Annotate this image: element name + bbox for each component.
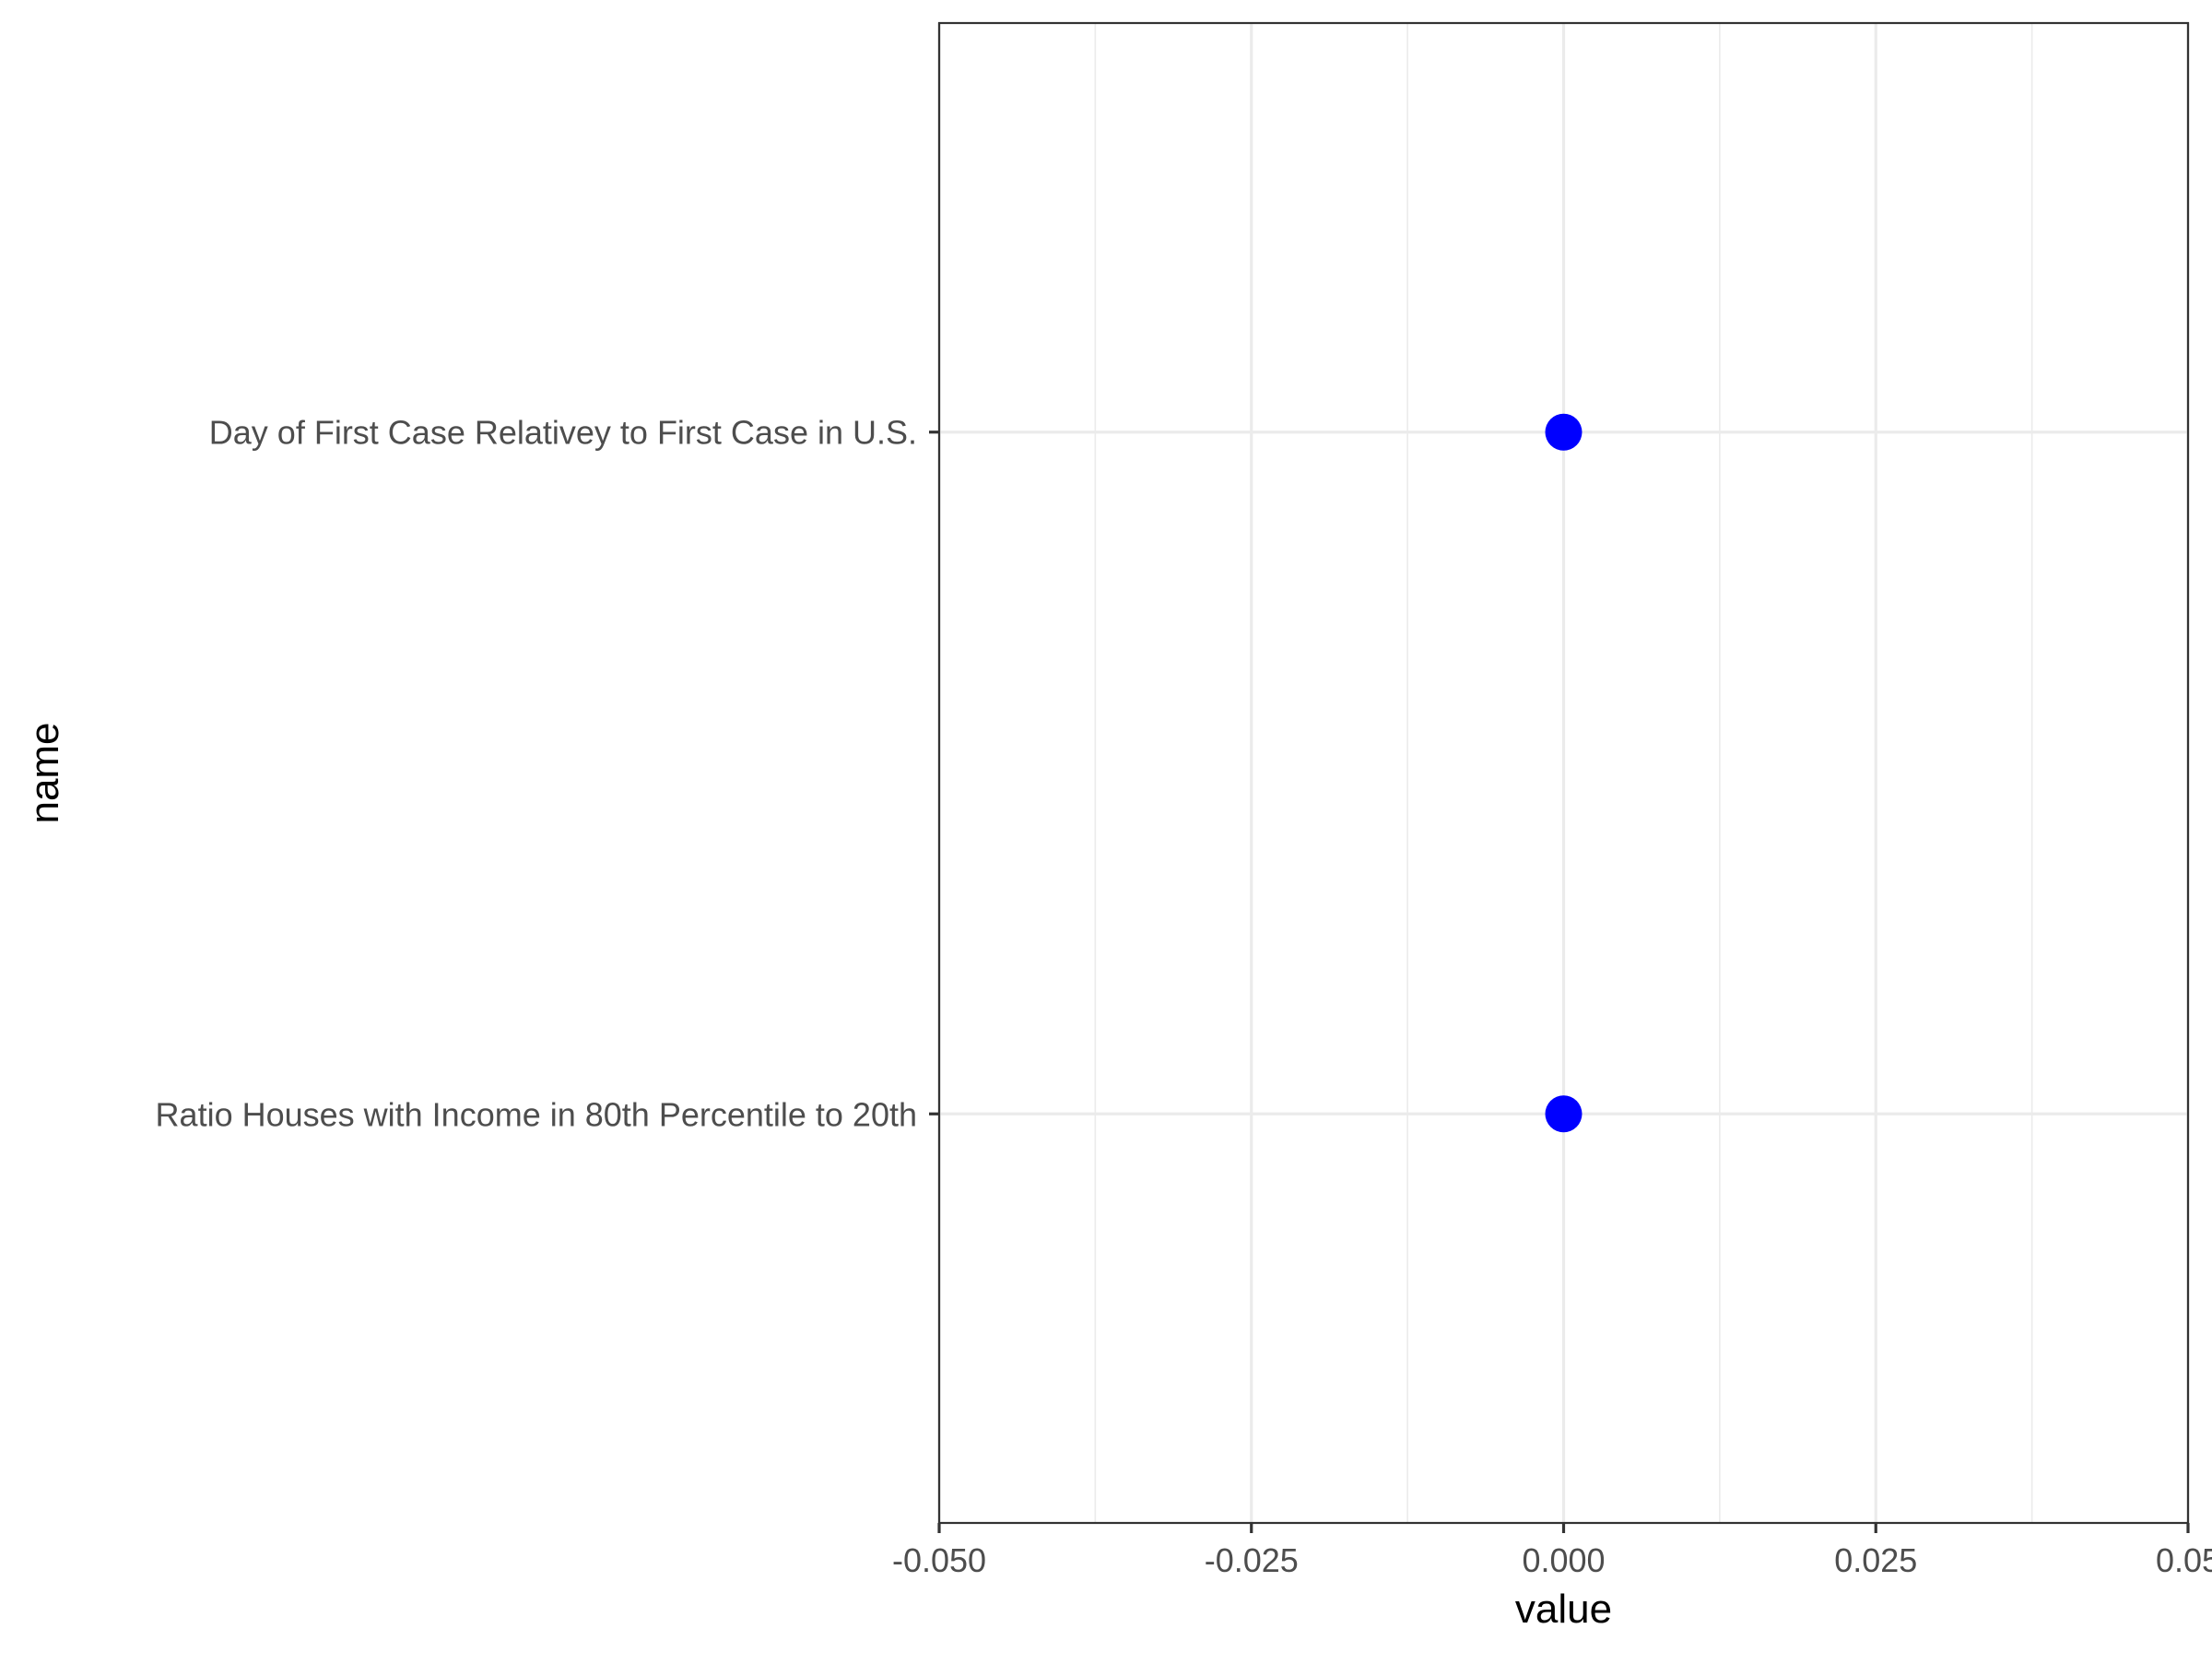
x-tick-label: -0.025 <box>1205 1541 1299 1579</box>
x-axis: -0.050 -0.025 0.000 0.025 0.05 <box>892 1523 2212 1579</box>
x-tick-label: 0.025 <box>1834 1541 1917 1579</box>
x-axis-title: value <box>1515 1587 1612 1632</box>
y-axis: Day of First Case Relativey to First Cas… <box>156 414 939 1133</box>
x-tick-label: 0.05 <box>2156 1541 2212 1579</box>
y-tick-label: Ratio Houses with Income in 80th Percent… <box>156 1095 917 1133</box>
x-tick-label: -0.050 <box>892 1541 986 1579</box>
data-point <box>1545 413 1583 451</box>
grid-lines <box>937 23 2190 1523</box>
data-points <box>1545 413 1583 1133</box>
x-tick-label: 0.000 <box>1522 1541 1605 1579</box>
data-point <box>1545 1095 1583 1133</box>
y-tick-label: Day of First Case Relativey to First Cas… <box>209 414 917 452</box>
y-axis-title: name <box>22 722 67 823</box>
